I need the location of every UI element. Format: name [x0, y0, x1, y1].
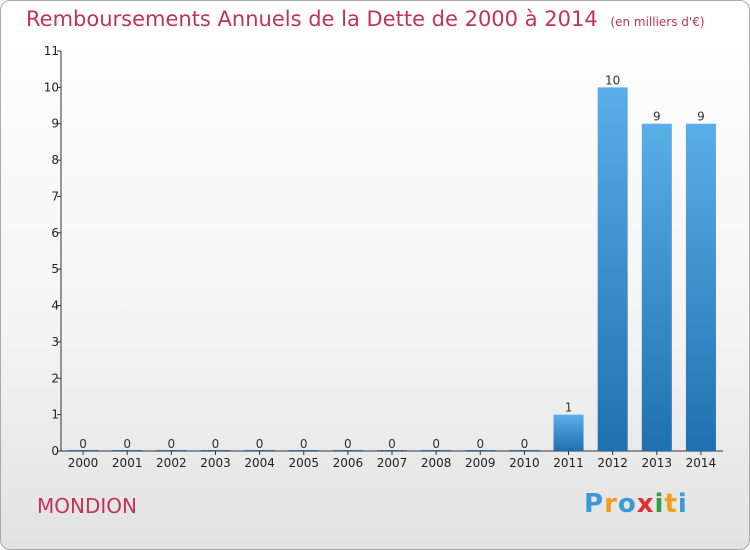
bar-2014	[685, 123, 716, 452]
value-label-2011: 1	[565, 401, 573, 415]
x-tick-label: 2004	[244, 456, 275, 470]
x-tick-label: 2014	[686, 456, 717, 470]
value-label-2007: 0	[388, 437, 396, 451]
logo-letter: i	[677, 489, 688, 519]
x-tick-label: 2006	[333, 456, 364, 470]
bar-2013	[641, 123, 672, 452]
y-axis: 0 1 2 3 4 5 6 7 8 9 10 11	[44, 44, 62, 458]
x-tick-label: 2009	[465, 456, 496, 470]
y-tick-label: 3	[51, 335, 59, 349]
x-tick-label: 2002	[156, 456, 187, 470]
y-tick-label: 2	[51, 371, 59, 385]
x-tick-label: 2013	[642, 456, 673, 470]
y-tick-label: 0	[51, 444, 59, 458]
x-tick-label: 2007	[377, 456, 408, 470]
x-tick-label: 2003	[200, 456, 231, 470]
bar-2011	[553, 414, 584, 451]
chart-title: Remboursements Annuels de la Dette de 20…	[26, 7, 705, 31]
y-tick-label: 7	[51, 189, 59, 203]
x-tick-label: 2010	[509, 456, 540, 470]
logo-letter: P	[584, 489, 605, 519]
value-label-2013: 9	[653, 110, 661, 124]
y-tick-label: 1	[51, 408, 59, 422]
logo-letter: o	[617, 489, 637, 519]
x-tick-label: 2011	[553, 456, 584, 470]
value-label-2012: 10	[605, 73, 620, 87]
proxiti-logo[interactable]: Proxiti	[584, 489, 688, 519]
value-label-2001: 0	[123, 437, 131, 451]
chart-title-text: Remboursements Annuels de la Dette de 20…	[26, 7, 598, 31]
chart-unit-label: (en milliers d'€)	[610, 15, 705, 29]
y-tick-label: 5	[51, 262, 59, 276]
x-tick-label: 2012	[597, 456, 628, 470]
x-tick-label: 2008	[421, 456, 452, 470]
commune-name: MONDION	[37, 494, 137, 518]
bars: 0 0 0 0 0 0 0 0 0 0 0 1 10 9 9	[68, 73, 716, 452]
x-tick-label: 2001	[112, 456, 143, 470]
logo-letter: x	[636, 489, 655, 519]
y-tick-label: 6	[51, 226, 59, 240]
value-label-2005: 0	[300, 437, 308, 451]
value-label-2010: 0	[521, 437, 529, 451]
value-label-2000: 0	[79, 437, 87, 451]
y-tick-label: 11	[44, 44, 59, 58]
y-tick-label: 4	[51, 299, 59, 313]
logo-letter: i	[654, 489, 665, 519]
value-label-2014: 9	[697, 110, 705, 124]
logo-letter: t	[664, 489, 678, 519]
bar-2012	[597, 87, 628, 451]
value-label-2002: 0	[168, 437, 176, 451]
x-tick-label: 2000	[68, 456, 99, 470]
value-label-2008: 0	[432, 437, 440, 451]
x-tick-label: 2005	[288, 456, 319, 470]
value-label-2009: 0	[476, 437, 484, 451]
value-label-2004: 0	[256, 437, 264, 451]
y-tick-label: 10	[44, 80, 59, 94]
value-label-2003: 0	[212, 437, 220, 451]
x-axis: 2000 2001 2002 2003 2004 2005 2006 2007 2008 2009…	[61, 450, 723, 470]
logo-letter: r	[604, 489, 618, 519]
value-label-2006: 0	[344, 437, 352, 451]
y-tick-label: 8	[51, 153, 59, 167]
y-tick-label: 9	[51, 117, 59, 131]
